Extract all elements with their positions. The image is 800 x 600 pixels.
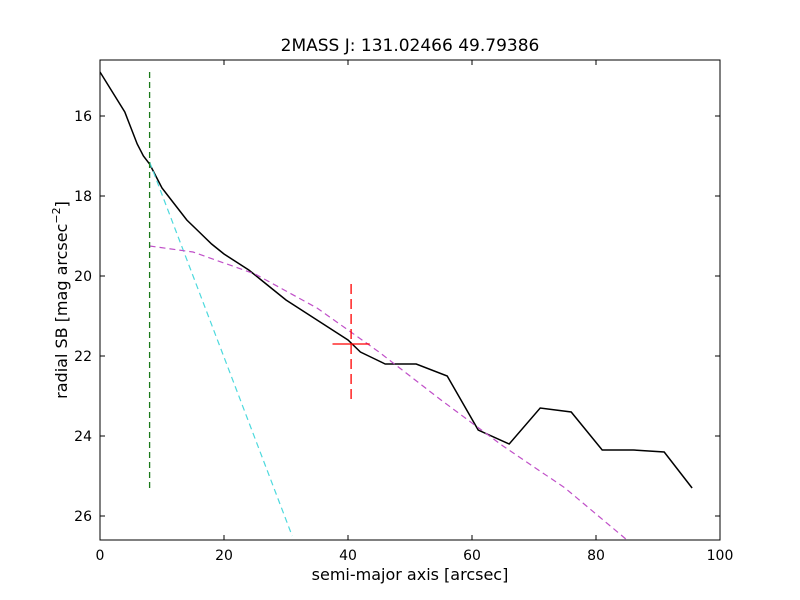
y-axis-label-main: radial SB [mag arcsec	[52, 224, 71, 399]
outer-fit-line	[149, 245, 628, 540]
x-axis-label: semi-major axis [arcsec]	[312, 565, 509, 584]
axis-ticks: 0 20 40 60 80 100 16 18 20 22 24 26	[74, 60, 733, 564]
x-tick-label: 60	[463, 548, 481, 564]
y-tick-label: 16	[74, 109, 92, 125]
y-tick-label: 24	[74, 429, 92, 445]
plot-area	[100, 71, 693, 540]
y-tick-label: 18	[74, 189, 92, 205]
x-tick-label: 0	[96, 548, 105, 564]
y-tick-label: 22	[74, 349, 92, 365]
chart-title: 2MASS J: 131.02466 49.79386	[281, 36, 540, 56]
y-tick-label: 20	[74, 269, 92, 285]
y-tick-label: 26	[74, 509, 92, 525]
profile-line	[100, 71, 693, 489]
x-tick-label: 100	[707, 548, 734, 564]
inner-fit-line	[149, 161, 293, 537]
axes-frame	[99, 59, 721, 541]
y-axis-label-exponent: −2	[50, 207, 63, 223]
y-axis-label-bracket: ]	[52, 201, 71, 207]
x-tick-label: 80	[587, 548, 605, 564]
x-tick-label: 40	[339, 548, 357, 564]
x-tick-label: 20	[215, 548, 233, 564]
y-axis-label: radial SB [mag arcsec−2]	[50, 201, 71, 399]
